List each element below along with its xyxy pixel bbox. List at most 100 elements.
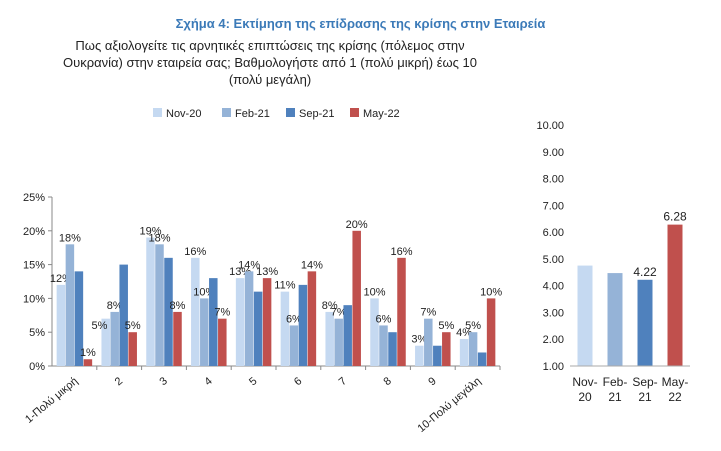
bar-feb-21: [200, 298, 209, 366]
bar-sep-21: [637, 279, 653, 366]
x-tick-label: 20: [578, 390, 592, 404]
bar-nov-20: [56, 284, 66, 366]
legend-swatch: [350, 108, 359, 117]
bar-sep-21: [253, 291, 263, 366]
data-label: 5%: [91, 320, 107, 332]
data-label: 5%: [438, 320, 454, 332]
data-label: 7%: [214, 307, 230, 319]
bar-nov-20: [191, 257, 200, 366]
bar-feb-21: [468, 332, 478, 366]
data-label: 4.22: [633, 265, 657, 279]
legend-swatch: [222, 108, 231, 117]
legend-label: May-22: [363, 108, 400, 120]
x-tick-label: 7: [337, 375, 349, 388]
x-tick-label: 2: [113, 375, 125, 388]
bar-feb-21: [424, 318, 433, 366]
x-tick-label: 21: [608, 390, 622, 404]
y-tick-label: 0%: [29, 361, 45, 373]
legend-swatch: [153, 108, 162, 117]
bar-feb-21: [334, 318, 343, 366]
bar-nov-20: [146, 237, 155, 366]
x-tick-label: 9: [426, 375, 438, 388]
y-tick-label: 7.00: [543, 200, 564, 212]
bar-feb-21: [110, 311, 119, 366]
data-label: 13%: [256, 266, 278, 278]
data-label: 8%: [170, 300, 186, 312]
y-tick-label: 10.00: [536, 120, 564, 132]
bar-may-22: [128, 332, 137, 366]
bar-may-22: [307, 271, 317, 366]
data-label: 19%: [139, 226, 161, 238]
bar-feb-21: [65, 244, 75, 366]
legend-label: Sep-21: [299, 108, 334, 120]
y-tick-label: 5%: [29, 327, 45, 339]
bar-nov-20: [325, 311, 334, 366]
bar-sep-21: [164, 257, 173, 366]
y-tick-label: 15%: [23, 260, 45, 272]
data-label: 20%: [346, 219, 368, 231]
bar-may-22: [397, 257, 406, 366]
bar-feb-21: [379, 325, 388, 366]
y-tick-label: 5.00: [543, 254, 564, 266]
x-tick-label: Feb-: [603, 375, 628, 389]
data-label: 7%: [331, 307, 347, 319]
data-label: 8%: [107, 300, 123, 312]
bar-feb-21: [607, 273, 623, 366]
y-tick-label: 2.00: [543, 334, 564, 346]
bar-may-22: [352, 230, 361, 366]
data-label: 7%: [420, 307, 436, 319]
x-tick-label: 22: [668, 390, 682, 404]
bar-may-22: [667, 224, 683, 366]
x-tick-label: 6: [292, 375, 304, 388]
data-label: 14%: [238, 259, 260, 271]
bar-may-22: [486, 298, 496, 366]
data-label: 11%: [274, 280, 295, 292]
x-tick-label: May-: [662, 375, 689, 389]
y-tick-label: 9.00: [543, 147, 564, 159]
bar-nov-20: [101, 318, 110, 366]
figure-title: Σχήμα 4: Εκτίμηση της επίδρασης της κρίσ…: [175, 16, 546, 31]
bar-sep-21: [298, 284, 308, 366]
data-label: 10%: [480, 286, 502, 298]
x-tick-label: 8: [382, 375, 394, 388]
bar-sep-21: [433, 345, 442, 366]
bar-sep-21: [119, 264, 128, 366]
y-tick-label: 25%: [23, 192, 45, 204]
y-tick-label: 3.00: [543, 307, 564, 319]
data-label: 5%: [125, 320, 141, 332]
bar-sep-21: [209, 278, 218, 366]
x-tick-label: 4: [202, 375, 214, 388]
y-tick-label: 6.00: [543, 227, 564, 239]
data-label: 6.28: [663, 210, 687, 224]
x-tick-label: 3: [158, 375, 170, 388]
y-tick-label: 1.00: [543, 361, 564, 373]
data-label: 5%: [465, 320, 481, 332]
data-label: 14%: [301, 259, 323, 271]
x-tick-label: Sep-: [632, 375, 657, 389]
bar-may-22: [173, 311, 182, 366]
legend-label: Feb-21: [235, 108, 270, 120]
legend-label: Nov-20: [166, 108, 201, 120]
bar-sep-21: [74, 271, 84, 366]
x-tick-label: Nov-: [572, 375, 597, 389]
survey-question: Πως αξιολογείτε τις αρνητικές επιπτώσεις…: [63, 38, 477, 87]
x-tick-label: 21: [638, 390, 652, 404]
bar-nov-20: [415, 345, 424, 366]
data-label: 18%: [148, 232, 170, 244]
y-tick-label: 8.00: [543, 174, 564, 186]
x-tick-label: 10-Πολύ μεγάλη: [415, 375, 483, 435]
bar-nov-20: [459, 338, 469, 366]
data-label: 8%: [322, 300, 338, 312]
bar-may-22: [442, 332, 451, 366]
bar-feb-21: [289, 325, 299, 366]
bar-sep-21: [477, 352, 487, 366]
data-label: 10%: [363, 286, 385, 298]
data-label: 6%: [376, 313, 392, 325]
data-label: 1%: [80, 347, 96, 359]
bar-may-22: [218, 318, 227, 366]
bar-nov-20: [280, 291, 290, 366]
data-label: 16%: [184, 246, 206, 258]
bar-sep-21: [388, 332, 397, 366]
data-label: 16%: [390, 246, 412, 258]
